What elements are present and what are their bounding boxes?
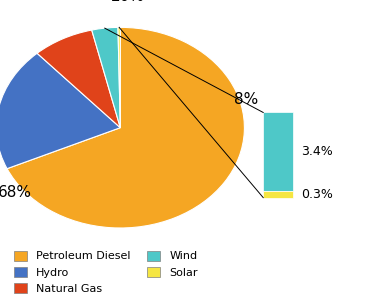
Text: 3.4%: 3.4%: [301, 145, 332, 158]
FancyBboxPatch shape: [263, 191, 293, 198]
Legend: Petroleum Diesel, Hydro, Natural Gas, Wind, Solar: Petroleum Diesel, Hydro, Natural Gas, Wi…: [9, 246, 202, 299]
Wedge shape: [7, 27, 244, 228]
Text: 8%: 8%: [235, 92, 259, 107]
Text: 68%: 68%: [0, 185, 32, 200]
FancyBboxPatch shape: [263, 112, 293, 191]
Wedge shape: [92, 27, 120, 128]
Text: 0.3%: 0.3%: [301, 188, 333, 201]
Wedge shape: [118, 27, 120, 128]
Wedge shape: [0, 53, 120, 169]
Text: 20%: 20%: [111, 0, 145, 5]
Wedge shape: [37, 30, 120, 128]
